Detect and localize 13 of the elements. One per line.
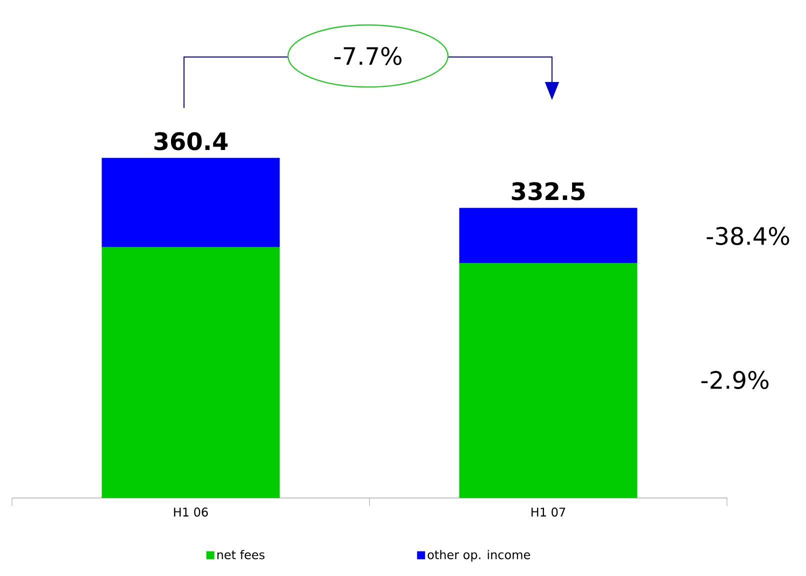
bar [459,262,638,498]
bar [459,208,638,263]
legend-label: other op. income [428,550,530,562]
annotation: 332.5 [512,182,585,200]
annotation: 360.4 [154,132,228,150]
x-tick-label: H1 07 [532,508,566,517]
legend-label: net fees [217,550,264,560]
text: -7.7% [334,46,402,66]
x-tick-label: H1 06 [174,508,208,517]
bar [102,246,280,498]
annotation: -2.9% [701,370,768,390]
annotation: -38.4% [706,226,790,246]
bar [102,158,280,247]
